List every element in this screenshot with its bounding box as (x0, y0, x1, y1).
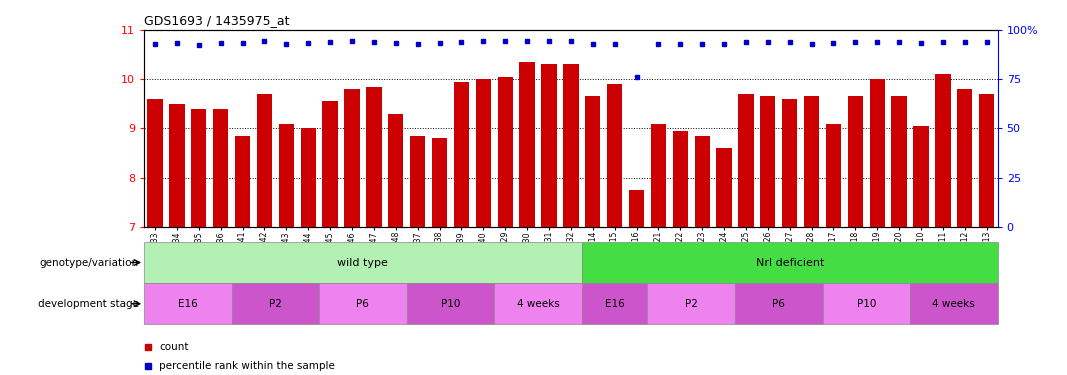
Bar (585, 96, 601, 227)
Bar (957, 89, 972, 227)
Bar (823, 283, 910, 324)
Bar (628, 190, 644, 227)
Bar (651, 123, 666, 227)
Bar (232, 283, 319, 324)
Bar (278, 123, 294, 227)
Bar (235, 136, 250, 227)
Bar (191, 109, 206, 227)
Bar (494, 283, 582, 324)
Text: E16: E16 (605, 299, 624, 309)
Text: GDS1693 / 1435975_at: GDS1693 / 1435975_at (144, 15, 289, 27)
Text: P2: P2 (269, 299, 282, 309)
Bar (319, 283, 407, 324)
Text: count: count (159, 342, 189, 352)
Bar (716, 148, 732, 227)
Bar (497, 77, 513, 227)
Text: P10: P10 (441, 299, 460, 309)
Bar (607, 84, 622, 227)
Bar (760, 96, 776, 227)
Bar (301, 128, 316, 227)
Bar (410, 136, 426, 227)
Bar (476, 79, 491, 227)
Bar (407, 283, 494, 324)
Bar (910, 283, 998, 324)
Bar (453, 82, 469, 227)
Text: Nrl deficient: Nrl deficient (755, 258, 824, 267)
Bar (541, 64, 557, 227)
Bar (782, 99, 797, 227)
Bar (147, 99, 162, 227)
Bar (695, 136, 710, 227)
Text: P6: P6 (356, 299, 369, 309)
Bar (432, 138, 447, 227)
Text: genotype/variation: genotype/variation (39, 258, 139, 267)
Text: percentile rank within the sample: percentile rank within the sample (159, 361, 335, 370)
Bar (870, 79, 885, 227)
Text: 4 weeks: 4 weeks (516, 299, 559, 309)
Bar (672, 131, 688, 227)
Bar (803, 96, 819, 227)
Bar (892, 96, 907, 227)
Bar (257, 94, 272, 227)
Bar (520, 62, 535, 227)
Bar (144, 242, 582, 283)
Bar (738, 94, 753, 227)
Text: E16: E16 (178, 299, 197, 309)
Bar (388, 114, 403, 227)
Bar (913, 126, 928, 227)
Bar (563, 64, 578, 227)
Bar (826, 123, 841, 227)
Bar (170, 104, 185, 227)
Bar (366, 87, 382, 227)
Text: wild type: wild type (337, 258, 388, 267)
Bar (847, 96, 863, 227)
Bar (582, 283, 648, 324)
Text: P6: P6 (773, 299, 785, 309)
Bar (648, 283, 735, 324)
Bar (213, 109, 228, 227)
Text: P2: P2 (685, 299, 698, 309)
Bar (144, 283, 232, 324)
Bar (345, 89, 360, 227)
Bar (936, 74, 951, 227)
Bar (980, 94, 994, 227)
Bar (735, 283, 823, 324)
Text: P10: P10 (857, 299, 876, 309)
Bar (322, 101, 338, 227)
Bar (582, 242, 998, 283)
Text: development stage: development stage (37, 299, 139, 309)
Text: 4 weeks: 4 weeks (933, 299, 975, 309)
